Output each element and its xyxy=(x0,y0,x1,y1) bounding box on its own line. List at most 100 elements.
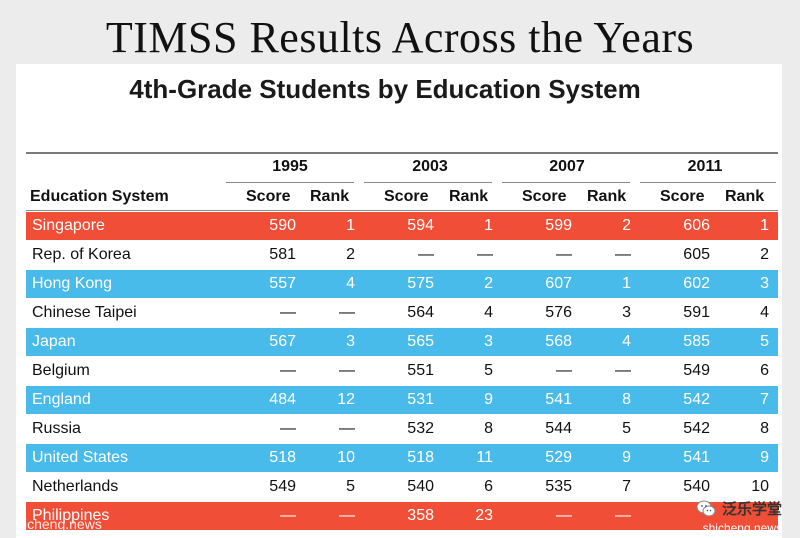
score-2003-cell: 575 xyxy=(407,275,434,292)
score-1995-cell: — xyxy=(280,507,296,524)
slide-title: TIMSS Results Across the Years xyxy=(105,13,695,62)
score-2007-cell: 607 xyxy=(545,275,572,292)
rank-header-2003: Rank xyxy=(449,188,489,205)
education-system-name: United States xyxy=(32,449,129,466)
rank-2003-cell: 4 xyxy=(484,304,493,321)
score-2007-cell: 541 xyxy=(545,391,572,408)
score-1995-cell: 567 xyxy=(269,333,296,350)
table-row: Netherlands 549 5 540 6 535 7 540 10 xyxy=(26,473,778,501)
score-1995-cell: 484 xyxy=(269,391,296,408)
table-row: Japan 567 3 565 3 568 4 585 5 xyxy=(26,328,778,356)
education-system-name: England xyxy=(32,391,91,408)
score-2003-cell: 551 xyxy=(407,362,434,379)
score-1995-cell: 549 xyxy=(269,478,296,495)
score-2007-cell: — xyxy=(556,362,572,379)
score-2003-cell: 532 xyxy=(407,420,434,437)
score-2011-cell: 606 xyxy=(683,217,710,234)
rank-2003-cell: 9 xyxy=(484,391,493,408)
rank-2011-cell: 8 xyxy=(760,420,769,437)
education-system-name: Chinese Taipei xyxy=(32,304,137,321)
rank-2007-cell: — xyxy=(615,246,631,263)
year-rule-2007 xyxy=(502,182,630,183)
table-top-rule xyxy=(26,152,778,154)
rank-1995-cell: — xyxy=(339,362,355,379)
wechat-icon xyxy=(696,500,716,516)
score-2007-cell: 599 xyxy=(545,217,572,234)
education-system-name: Singapore xyxy=(32,217,105,234)
table-title: 4th-Grade Students by Education System xyxy=(129,74,641,104)
rank-2003-cell: 6 xyxy=(484,478,493,495)
rank-1995-cell: 3 xyxy=(346,333,355,350)
year-header-2007: 2007 xyxy=(549,158,585,175)
rank-header-1995: Rank xyxy=(310,188,350,205)
score-header-2007: Score xyxy=(522,188,567,205)
table-row: United States 518 10 518 11 529 9 541 9 xyxy=(26,444,778,472)
score-2011-cell: 542 xyxy=(683,391,710,408)
rank-1995-cell: — xyxy=(339,304,355,321)
table-row: England 484 12 531 9 541 8 542 7 xyxy=(26,386,778,414)
score-1995-cell: 581 xyxy=(269,246,296,263)
score-2007-cell: 535 xyxy=(545,478,572,495)
rank-2007-cell: — xyxy=(615,362,631,379)
year-header-1995: 1995 xyxy=(272,158,308,175)
score-2011-cell: 540 xyxy=(683,478,710,495)
score-2007-cell: 568 xyxy=(545,333,572,350)
rank-2007-cell: 2 xyxy=(622,217,631,234)
education-system-name: Belgium xyxy=(32,362,90,379)
score-2011-cell: 591 xyxy=(683,304,710,321)
rank-2003-cell: 2 xyxy=(484,275,493,292)
rank-2003-cell: 11 xyxy=(476,449,493,466)
score-2007-cell: — xyxy=(556,246,572,263)
rank-2011-cell: 9 xyxy=(760,449,769,466)
rank-2003-cell: 8 xyxy=(484,420,493,437)
rank-1995-cell: 12 xyxy=(337,391,355,408)
rank-2003-cell: 1 xyxy=(484,217,493,234)
score-2007-cell: 544 xyxy=(545,420,572,437)
table-row: Philippines — — 358 23 — — xyxy=(26,502,778,530)
table-row: Belgium — — 551 5 — — 549 6 xyxy=(26,357,778,385)
rank-2007-cell: 8 xyxy=(622,391,631,408)
score-header-2003: Score xyxy=(384,188,429,205)
score-header-1995: Score xyxy=(246,188,291,205)
score-1995-cell: — xyxy=(280,362,296,379)
column-header-row: Education System Score Rank Score Rank S… xyxy=(0,185,800,211)
table-row: Russia — — 532 8 544 5 542 8 xyxy=(26,415,778,443)
education-system-name: Rep. of Korea xyxy=(32,246,131,263)
table-row: Rep. of Korea 581 2 — — — — 605 2 xyxy=(26,241,778,269)
watermark-brand: 泛乐学堂 xyxy=(696,498,782,519)
watermark-right: 泛乐学堂 shicheng.news xyxy=(696,498,782,535)
year-header-2003: 2003 xyxy=(412,158,448,175)
education-system-name: Japan xyxy=(32,333,76,350)
rank-header-2007: Rank xyxy=(587,188,627,205)
rank-2003-cell: 23 xyxy=(475,507,493,524)
year-rule-2003 xyxy=(364,182,492,183)
rank-2007-cell: 4 xyxy=(622,333,631,350)
score-2007-cell: 576 xyxy=(545,304,572,321)
rank-2003-cell: 5 xyxy=(484,362,493,379)
score-2007-cell: — xyxy=(556,507,572,524)
score-2011-cell: 605 xyxy=(683,246,710,263)
rank-1995-cell: 5 xyxy=(346,478,355,495)
education-system-name: Netherlands xyxy=(32,478,119,495)
rank-1995-cell: 2 xyxy=(346,246,355,263)
education-system-name: Russia xyxy=(32,420,81,437)
rank-2011-cell: 2 xyxy=(760,246,769,263)
score-2003-cell: 531 xyxy=(407,391,434,408)
rank-2007-cell: 7 xyxy=(622,478,631,495)
rank-2003-cell: — xyxy=(477,246,493,263)
rank-2011-cell: 1 xyxy=(760,217,769,234)
rank-2011-cell: 7 xyxy=(760,391,769,408)
score-2003-cell: — xyxy=(418,246,434,263)
rank-1995-cell: 1 xyxy=(346,217,355,234)
score-1995-cell: 590 xyxy=(269,217,296,234)
rank-2011-cell: 4 xyxy=(760,304,769,321)
education-system-header: Education System xyxy=(30,188,169,205)
rank-2007-cell: 1 xyxy=(622,275,631,292)
education-system-name: Hong Kong xyxy=(32,275,113,292)
score-2011-cell: 541 xyxy=(683,449,710,466)
score-2011-cell: 585 xyxy=(683,333,710,350)
rank-2011-cell: 6 xyxy=(760,362,769,379)
score-2003-cell: 594 xyxy=(407,217,434,234)
rank-2011-cell: 10 xyxy=(751,478,769,495)
rank-2007-cell: 5 xyxy=(622,420,631,437)
